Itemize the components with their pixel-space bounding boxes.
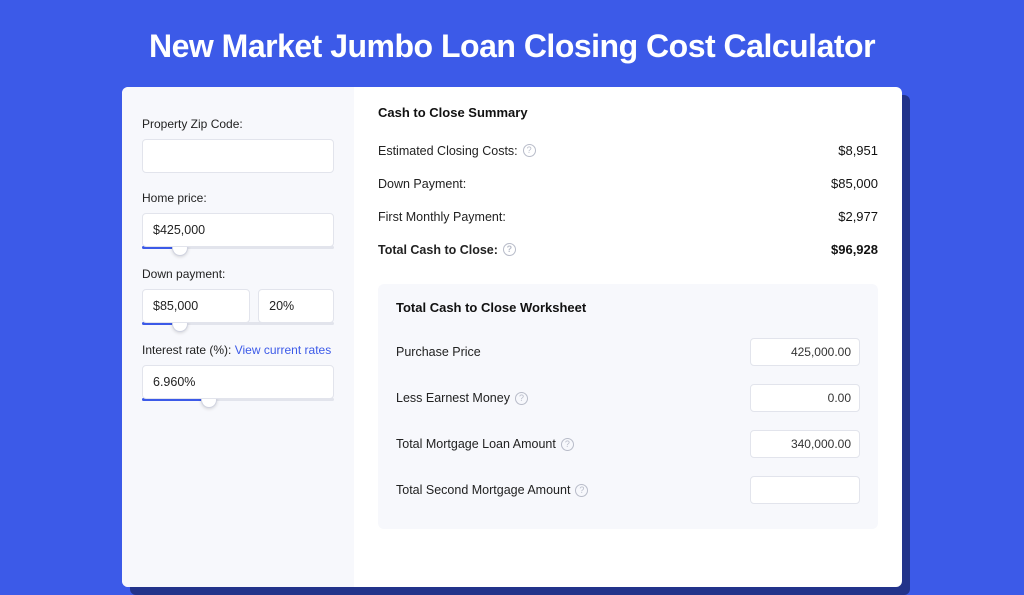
worksheet-title: Total Cash to Close Worksheet (396, 300, 860, 315)
results-panel: Cash to Close Summary Estimated Closing … (354, 87, 902, 587)
summary-row: Total Cash to Close:? $96,928 (378, 233, 878, 266)
zip-group: Property Zip Code: (142, 117, 334, 173)
calculator-card: Property Zip Code: Home price: Down paym… (122, 87, 902, 587)
home-price-label: Home price: (142, 191, 334, 205)
worksheet-value-input[interactable]: 0.00 (750, 384, 860, 412)
down-payment-input[interactable] (142, 289, 250, 323)
worksheet-section: Total Cash to Close Worksheet Purchase P… (378, 284, 878, 529)
zip-label: Property Zip Code: (142, 117, 334, 131)
worksheet-value-input[interactable]: 340,000.00 (750, 430, 860, 458)
worksheet-label-text: Purchase Price (396, 345, 481, 359)
home-price-input[interactable] (142, 213, 334, 247)
worksheet-row: Total Mortgage Loan Amount? 340,000.00 (396, 421, 860, 467)
summary-label-text: First Monthly Payment: (378, 210, 506, 224)
summary-label-text: Down Payment: (378, 177, 466, 191)
calculator-container: Property Zip Code: Home price: Down paym… (122, 87, 902, 587)
summary-row-value: $85,000 (831, 176, 878, 191)
summary-row: First Monthly Payment: $2,977 (378, 200, 878, 233)
worksheet-row-label: Total Mortgage Loan Amount? (396, 437, 574, 451)
help-icon[interactable]: ? (561, 438, 574, 451)
view-rates-link[interactable]: View current rates (235, 343, 332, 357)
summary-row-label: Estimated Closing Costs:? (378, 144, 536, 158)
worksheet-row: Less Earnest Money? 0.00 (396, 375, 860, 421)
summary-title: Cash to Close Summary (378, 105, 878, 120)
home-price-group: Home price: (142, 191, 334, 249)
interest-input[interactable] (142, 365, 334, 399)
summary-section: Cash to Close Summary Estimated Closing … (378, 105, 878, 266)
interest-label: Interest rate (%): (142, 343, 231, 357)
worksheet-value-input[interactable]: 425,000.00 (750, 338, 860, 366)
help-icon[interactable]: ? (503, 243, 516, 256)
worksheet-row-label: Purchase Price (396, 345, 481, 359)
summary-row-label: Down Payment: (378, 177, 466, 191)
summary-row-label: First Monthly Payment: (378, 210, 506, 224)
worksheet-row: Total Second Mortgage Amount? (396, 467, 860, 513)
summary-row-value: $96,928 (831, 242, 878, 257)
down-payment-pct-input[interactable] (258, 289, 334, 323)
worksheet-row: Purchase Price 425,000.00 (396, 329, 860, 375)
summary-row: Down Payment: $85,000 (378, 167, 878, 200)
interest-group: Interest rate (%): View current rates (142, 343, 334, 401)
worksheet-label-text: Total Mortgage Loan Amount (396, 437, 556, 451)
summary-label-text: Total Cash to Close: (378, 243, 498, 257)
summary-label-text: Estimated Closing Costs: (378, 144, 518, 158)
input-panel: Property Zip Code: Home price: Down paym… (122, 87, 354, 587)
help-icon[interactable]: ? (575, 484, 588, 497)
worksheet-label-text: Less Earnest Money (396, 391, 510, 405)
summary-row-value: $2,977 (838, 209, 878, 224)
down-payment-group: Down payment: (142, 267, 334, 325)
worksheet-row-label: Total Second Mortgage Amount? (396, 483, 588, 497)
interest-label-row: Interest rate (%): View current rates (142, 343, 334, 357)
help-icon[interactable]: ? (523, 144, 536, 157)
down-payment-label: Down payment: (142, 267, 334, 281)
summary-row-label: Total Cash to Close:? (378, 243, 516, 257)
page-title: New Market Jumbo Loan Closing Cost Calcu… (0, 0, 1024, 87)
worksheet-label-text: Total Second Mortgage Amount (396, 483, 570, 497)
zip-input[interactable] (142, 139, 334, 173)
help-icon[interactable]: ? (515, 392, 528, 405)
summary-row-value: $8,951 (838, 143, 878, 158)
summary-row: Estimated Closing Costs:? $8,951 (378, 134, 878, 167)
worksheet-row-label: Less Earnest Money? (396, 391, 528, 405)
worksheet-value-input[interactable] (750, 476, 860, 504)
